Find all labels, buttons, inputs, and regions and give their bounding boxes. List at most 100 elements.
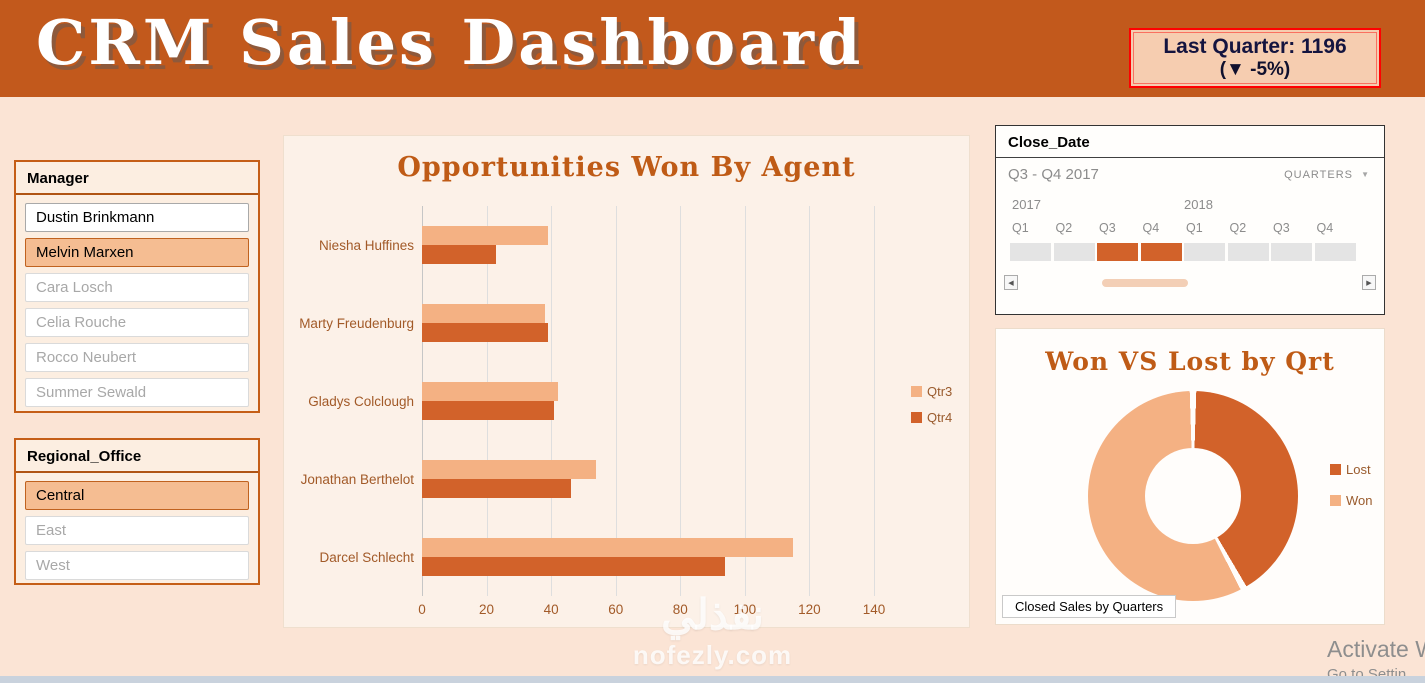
timeline-cell-2017-q3[interactable]	[1097, 243, 1138, 261]
timeline-cell-2017-q2[interactable]	[1053, 243, 1095, 261]
timeline-cell-2017-q4[interactable]	[1140, 243, 1182, 261]
taskbar-edge	[0, 676, 1425, 683]
bar-qtr4-marty-freudenburg[interactable]	[422, 323, 548, 342]
kpi-value: Last Quarter: 1196	[1163, 35, 1347, 58]
kpi-last-quarter-box: Last Quarter: 1196 (▼ -5%)	[1129, 28, 1381, 88]
timeline-cell-2018-q3[interactable]	[1271, 243, 1312, 261]
bar-qtr4-darcel-schlecht[interactable]	[422, 557, 726, 576]
timeline-cell-2017-q1[interactable]	[1010, 243, 1051, 261]
legend-item-lost[interactable]: Lost	[1330, 462, 1373, 477]
slicer-item-cara-losch[interactable]: Cara Losch	[25, 273, 249, 302]
bar-qtr3-niesha-huffines[interactable]	[422, 226, 548, 245]
legend-label-won: Won	[1346, 493, 1373, 508]
bar-group-niesha-huffines	[422, 206, 874, 284]
bar-group-gladys-colclough	[422, 362, 874, 440]
donut-chart[interactable]	[1088, 391, 1298, 601]
slicer-item-celia-rouche[interactable]: Celia Rouche	[25, 308, 249, 337]
x-axis-tick: 60	[608, 602, 624, 617]
category-label-darcel-schlecht: Darcel Schlecht	[319, 549, 414, 565]
x-axis-tick: 120	[798, 602, 821, 617]
manager-slicer-items: Dustin Brinkmann Melvin Marxen Cara Losch C…	[16, 195, 258, 407]
manager-slicer: Manager Dustin Brinkmann Melvin Marxen Car…	[14, 160, 260, 413]
bar-group-jonathan-berthelot	[422, 440, 874, 518]
bar-group-darcel-schlecht	[422, 518, 874, 596]
bar-chart-plot-area	[422, 206, 875, 596]
slicer-item-west[interactable]: West	[25, 551, 249, 580]
legend-swatch-qtr3	[911, 386, 922, 397]
scroll-right-button[interactable]: ▶	[1362, 275, 1376, 290]
slicer-item-east[interactable]: East	[25, 516, 249, 545]
page-title: CRM Sales Dashboard	[36, 6, 864, 79]
scrollbar-thumb[interactable]	[1102, 279, 1188, 287]
legend-item-won[interactable]: Won	[1330, 493, 1373, 508]
header-banner: CRM Sales Dashboard Last Quarter: 1196 (…	[0, 0, 1425, 97]
x-axis-tick: 0	[418, 602, 426, 617]
bar-qtr4-jonathan-berthelot[interactable]	[422, 479, 571, 498]
legend-item-qtr3[interactable]: Qtr3	[911, 384, 952, 399]
category-label-niesha-huffines: Niesha Huffines	[318, 237, 414, 253]
timeline-quarter-labels: Q1 Q2 Q3 Q4 Q1 Q2 Q3 Q4	[1010, 221, 1358, 235]
timeline-quarter-label-2017-q2: Q2	[1055, 221, 1073, 235]
scroll-left-icon: ◀	[1008, 279, 1014, 287]
donut-chart-legend: Lost Won	[1330, 462, 1373, 508]
timeline-granularity-dropdown[interactable]: QUARTERS ▼	[1284, 169, 1370, 181]
donut-chart-panel: Won VS Lost by Qrt Lost Won Closed Sales …	[995, 328, 1385, 625]
bar-chart-panel: Opportunities Won By Agent Niesha Huffin…	[283, 135, 970, 628]
bar-chart-x-axis: 0 20 40 60 80 100 120 140	[418, 602, 885, 620]
timeline-cell-2018-q2[interactable]	[1227, 243, 1269, 261]
timeline-scrollbar: ◀ ▶	[1004, 275, 1376, 291]
slicer-item-melvin-marxen[interactable]: Melvin Marxen	[25, 238, 249, 267]
timeline-quarter-label-2018-q3: Q3	[1273, 221, 1290, 235]
timeline-panel: Close_Date Q3 - Q4 2017 QUARTERS ▼ 2017 …	[995, 125, 1385, 315]
gridline	[615, 206, 617, 596]
x-axis-tick: 140	[862, 602, 886, 617]
bar-qtr3-darcel-schlecht[interactable]	[422, 538, 794, 557]
legend-swatch-won	[1330, 495, 1341, 506]
bar-qtr3-marty-freudenburg[interactable]	[422, 304, 545, 323]
timeline-cell-2018-q1[interactable]	[1184, 243, 1225, 261]
activate-line1: Activate W	[1327, 636, 1425, 662]
slicer-item-dustin-brinkmann[interactable]: Dustin Brinkmann	[25, 203, 249, 232]
scroll-left-button[interactable]: ◀	[1004, 275, 1018, 290]
timeline-divider	[996, 157, 1384, 158]
gridline	[809, 206, 811, 596]
timeline-quarter-label-2018-q4: Q4	[1316, 221, 1334, 235]
bar-qtr4-gladys-colclough[interactable]	[422, 401, 555, 420]
x-axis-tick: 100	[733, 602, 757, 617]
regional-office-slicer: Regional_Office Central East West	[14, 438, 260, 585]
bar-chart-legend: Qtr3 Qtr4	[911, 384, 952, 425]
legend-label-lost: Lost	[1346, 462, 1371, 477]
slicer-item-rocco-neubert[interactable]: Rocco Neubert	[25, 343, 249, 372]
gridline	[874, 206, 875, 596]
slicer-item-summer-sewald[interactable]: Summer Sewald	[25, 378, 249, 407]
bar-qtr3-gladys-colclough[interactable]	[422, 382, 558, 401]
timeline-granularity-label: QUARTERS	[1284, 169, 1354, 181]
slicer-item-central[interactable]: Central	[25, 481, 249, 510]
chevron-down-icon: ▼	[1361, 170, 1370, 179]
bar-qtr3-jonathan-berthelot[interactable]	[422, 460, 597, 479]
timeline-quarter-label-2017-q3: Q3	[1099, 221, 1116, 235]
bar-chart-category-axis: Niesha Huffines Marty Freudenburg Gladys C…	[290, 206, 414, 596]
category-label-gladys-colclough: Gladys Colclough	[308, 393, 414, 409]
x-axis-tick: 20	[479, 602, 495, 617]
timeline-cell-2018-q4[interactable]	[1314, 243, 1356, 261]
timeline-quarter-label-2018-q1: Q1	[1186, 221, 1203, 235]
x-axis-tick: 80	[672, 602, 688, 617]
legend-label-qtr3: Qtr3	[927, 384, 953, 399]
donut-caption: Closed Sales by Quarters	[1002, 595, 1177, 618]
legend-item-qtr4[interactable]: Qtr4	[911, 410, 952, 425]
timeline-quarter-label-2017-q1: Q1	[1012, 221, 1029, 235]
timeline-quarter-label-2017-q4: Q4	[1142, 221, 1160, 235]
timeline-quarter-label-2018-q2: Q2	[1229, 221, 1247, 235]
bar-qtr4-niesha-huffines[interactable]	[422, 245, 497, 264]
category-label-marty-freudenburg: Marty Freudenburg	[299, 315, 414, 331]
timeline-selected-range: Q3 - Q4 2017	[1008, 166, 1099, 183]
scroll-right-icon: ▶	[1366, 279, 1372, 287]
bar-chart-bars	[422, 206, 874, 596]
manager-slicer-title: Manager	[16, 162, 258, 195]
category-label-jonathan-berthelot: Jonathan Berthelot	[300, 471, 414, 487]
timeline-title: Close_Date	[1008, 134, 1090, 151]
regional-office-slicer-items: Central East West	[16, 473, 258, 580]
timeline-quarter-cells	[1010, 243, 1358, 261]
